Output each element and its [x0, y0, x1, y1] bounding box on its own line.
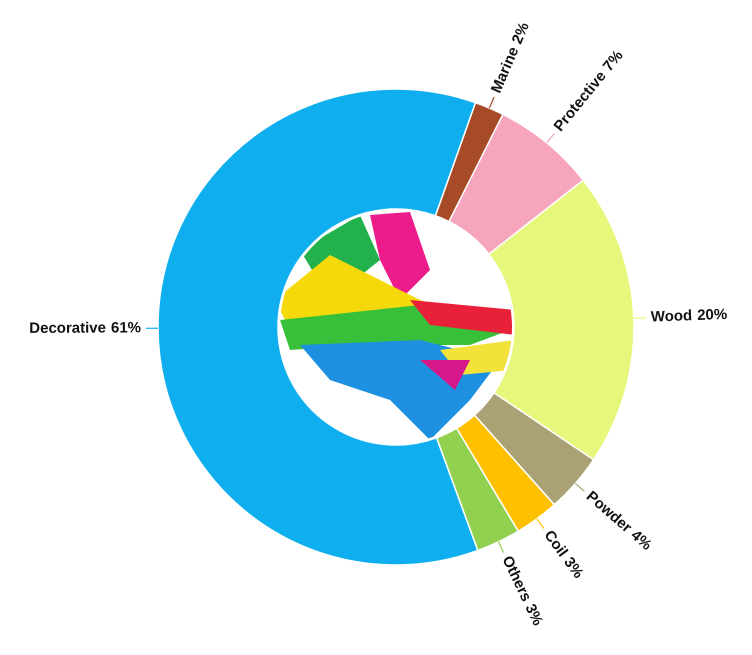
- label-value: 2%: [509, 20, 533, 47]
- slice: [157, 88, 479, 566]
- slice-label: Powder4%: [583, 488, 655, 554]
- label-name: Powder: [583, 488, 635, 537]
- leader-line: [497, 541, 505, 553]
- slice-label: Coil3%: [541, 527, 587, 581]
- label-value: 3%: [522, 601, 547, 628]
- label-name: Wood: [650, 307, 692, 326]
- label-value: 3%: [560, 554, 587, 582]
- slice-label: Decorative 61%: [29, 319, 141, 337]
- label-name: Decorative: [29, 319, 106, 336]
- leader-line: [546, 133, 555, 144]
- slice-label: Marine2%: [488, 20, 533, 96]
- slice-label: Others3%: [499, 553, 547, 628]
- label-name: Marine: [488, 44, 523, 95]
- label-name: Coil: [541, 527, 571, 560]
- label-name: Others: [499, 553, 535, 604]
- label-value: 7%: [600, 47, 627, 75]
- leader-line: [536, 518, 545, 529]
- slice-label: Wood 20%: [650, 306, 727, 326]
- label-value: 20%: [697, 306, 728, 324]
- label-name: Protective: [551, 68, 610, 135]
- label-value: 4%: [628, 527, 656, 554]
- label-value: 61%: [111, 319, 141, 336]
- slice: [487, 179, 635, 461]
- leader-line: [574, 483, 585, 492]
- center-image: [280, 211, 512, 443]
- leader-line: [488, 96, 495, 109]
- slice-label: Protective7%: [551, 47, 627, 135]
